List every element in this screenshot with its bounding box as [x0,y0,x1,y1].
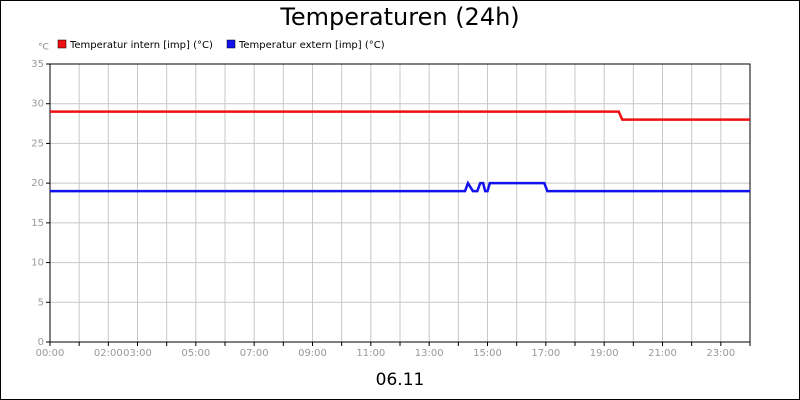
y-tick-label: 35 [31,59,44,70]
chart-title: Temperaturen (24h) [279,3,519,31]
x-label: 06.11 [376,370,425,390]
y-tick-label: 15 [31,218,44,229]
y-tick-label: 5 [38,297,44,308]
legend-label: Temperatur intern [imp] (°C) [69,40,213,51]
y-tick-label: 20 [31,178,44,189]
x-tick-label: 23:00 [706,348,735,359]
legend-label: Temperatur extern [imp] (°C) [238,40,385,51]
y-tick-label: 25 [31,138,44,149]
x-tick-label: 15:00 [473,348,502,359]
legend-swatch [57,39,67,49]
x-tick-label: 05:00 [181,348,210,359]
legend-swatch [226,39,236,49]
series-line [50,180,750,193]
y-tick-label: 10 [31,258,44,269]
x-tick-label: 02:00 [94,348,123,359]
x-tick-label: 19:00 [590,348,619,359]
x-tick-label: 21:00 [648,348,677,359]
x-tick-label: 11:00 [356,348,385,359]
x-tick-label: 09:00 [298,348,327,359]
x-tick-label: 03:00 [123,348,152,359]
series-line [50,110,750,121]
y-unit: °C [38,43,49,53]
x-tick-label: 07:00 [240,348,269,359]
x-tick-label: 00:00 [36,348,65,359]
plot-border [49,63,751,343]
x-tick-label: 17:00 [531,348,560,359]
x-tick-label: 13:00 [415,348,444,359]
y-tick-label: 0 [38,337,44,348]
y-tick-label: 30 [31,99,44,110]
